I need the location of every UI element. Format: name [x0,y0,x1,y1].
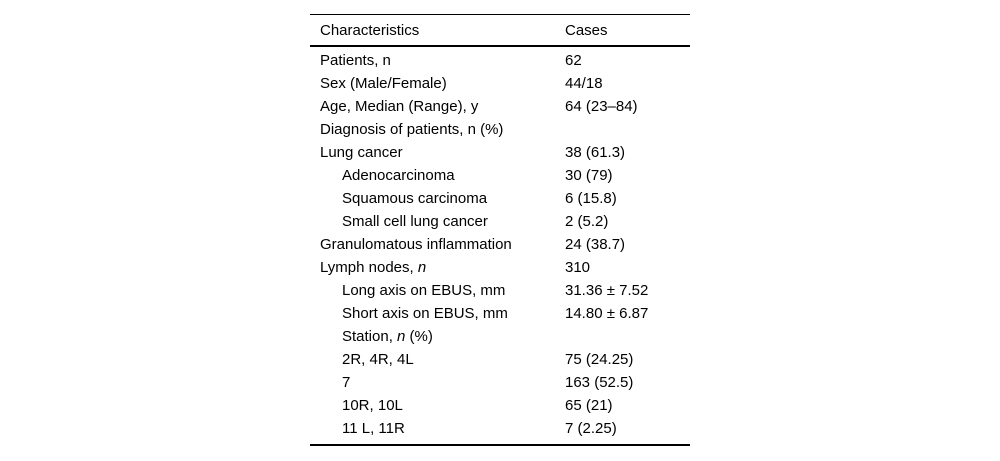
row-value: 75 (24.25) [565,351,634,368]
table-row: Age, Median (Range), y 64 (23–84) [310,95,690,118]
row-label: Sex (Male/Female) [320,75,447,92]
table-row: Adenocarcinoma 30 (79) [310,164,690,187]
row-label: Age, Median (Range), y [320,98,479,115]
row-label: Diagnosis of patients, n (%) [320,121,504,138]
table-body: Patients, n 62 Sex (Male/Female) 44/18 Age, … [310,47,690,444]
row-label: 10R, 10L [342,397,403,414]
table-row: Lung cancer 38 (61.3) [310,141,690,164]
table-row: Lymph nodes, n 310 [310,256,690,279]
table-row: Small cell lung cancer 2 (5.2) [310,210,690,233]
row-value: 62 [565,52,582,69]
table-row: Granulomatous inflammation 24 (38.7) [310,233,690,256]
row-value: 24 (38.7) [565,236,626,253]
row-value: 44/18 [565,75,603,92]
table-row: Squamous carcinoma 6 (15.8) [310,187,690,210]
table-row: Station, n (%) [310,325,690,348]
row-label: Granulomatous inflammation [320,236,512,253]
table-row: 10R, 10L 65 (21) [310,394,690,417]
row-value [565,118,690,141]
row-value: 30 (79) [565,167,613,184]
row-label: Patients, n [320,52,391,69]
row-value: 64 (23–84) [565,98,638,115]
row-value: 14.80 ± 6.87 [565,305,649,322]
row-value: 65 (21) [565,397,613,414]
table-row: Patients, n 62 [310,49,690,72]
row-value: 7 (2.25) [565,420,617,437]
row-value: 6 (15.8) [565,190,617,207]
column-header-characteristics: Characteristics [320,21,420,39]
row-value: 163 (52.5) [565,374,634,391]
table-header-row: Characteristics Cases [310,15,690,47]
italic-n: n [397,328,406,345]
table-row: Short axis on EBUS, mm 14.80 ± 6.87 [310,302,690,325]
column-header-cases: Cases [565,21,608,39]
patient-characteristics-table: Characteristics Cases Patients, n 62 Sex (… [310,14,690,446]
row-label: Small cell lung cancer [342,213,488,230]
row-label: Long axis on EBUS, mm [342,282,506,299]
table-row: Long axis on EBUS, mm 31.36 ± 7.52 [310,279,690,302]
row-label: 7 [342,374,351,391]
table-row: Diagnosis of patients, n (%) [310,118,690,141]
row-label: Station, n (%) [342,328,433,345]
table-row: 11 L, 11R 7 (2.25) [310,417,690,440]
row-label: Adenocarcinoma [342,167,455,184]
italic-n: n [417,259,427,276]
row-label: Lymph nodes, n [320,259,427,276]
row-label: 2R, 4R, 4L [342,351,414,368]
row-value [565,325,690,348]
row-label: Squamous carcinoma [342,190,488,207]
table-row: 2R, 4R, 4L 75 (24.25) [310,348,690,371]
table-row: 7 163 (52.5) [310,371,690,394]
row-value: 2 (5.2) [565,213,609,230]
row-label: Lung cancer [320,144,403,161]
row-value: 31.36 ± 7.52 [565,282,649,299]
table-row: Sex (Male/Female) 44/18 [310,72,690,95]
row-label: 11 L, 11R [342,420,405,437]
row-label: Short axis on EBUS, mm [342,305,508,322]
row-value: 310 [565,259,591,276]
row-value: 38 (61.3) [565,144,626,161]
